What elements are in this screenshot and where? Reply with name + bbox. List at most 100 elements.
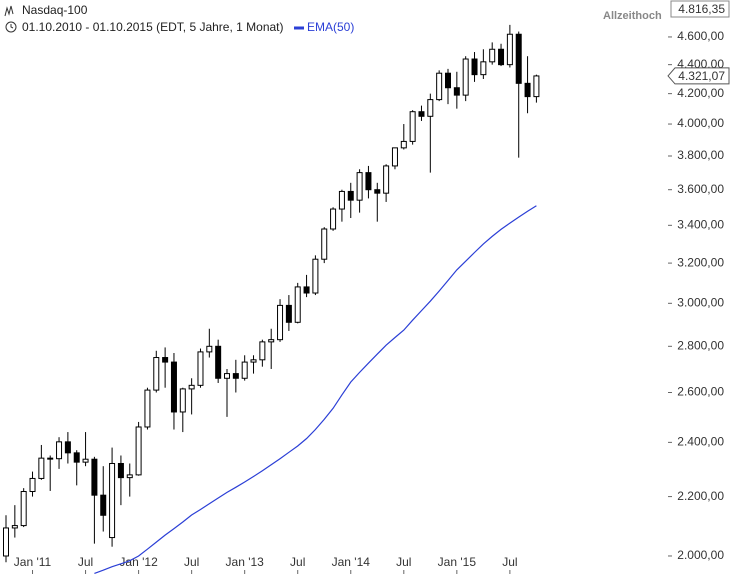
candle-body xyxy=(338,190,345,210)
candle-body xyxy=(29,477,36,493)
candle-body xyxy=(56,441,63,460)
candle-body xyxy=(312,258,319,294)
candle-body xyxy=(64,441,71,454)
candle-body xyxy=(400,140,407,149)
chart-subtitle: 01.10.2010 - 01.10.2015 (EDT, 5 Jahre, 1… xyxy=(22,20,284,34)
candle-body xyxy=(533,75,540,98)
candle-body xyxy=(117,462,124,479)
y-tick-label: 4.400,00 xyxy=(677,57,724,71)
candle-body xyxy=(489,48,496,63)
candle-body xyxy=(515,33,522,84)
y-tick-label: 2.000,00 xyxy=(677,548,724,562)
annotation-text: Allzeithoch xyxy=(603,10,662,22)
candle-body xyxy=(197,351,204,386)
candle-body xyxy=(73,452,80,463)
candle-body xyxy=(480,61,487,76)
candle-body xyxy=(294,286,301,323)
candle-body xyxy=(170,361,177,413)
y-tick-label: 3.600,00 xyxy=(677,182,724,196)
candle-body xyxy=(179,388,186,413)
candle-body xyxy=(126,474,133,479)
candle-body xyxy=(445,72,451,89)
y-tick-label: 3.400,00 xyxy=(677,217,724,231)
x-tick-label: Jul xyxy=(396,555,411,569)
candle-body xyxy=(462,58,469,96)
y-tick-label: 2.200,00 xyxy=(677,489,724,503)
last-price-tag xyxy=(667,67,730,85)
clock-hand xyxy=(10,24,14,29)
candle-body xyxy=(47,457,54,460)
candle-body xyxy=(436,72,443,101)
candle-body xyxy=(250,359,257,363)
candle-body xyxy=(427,99,434,117)
y-tick-label: 4.600,00 xyxy=(677,29,724,43)
candle-body xyxy=(383,165,390,194)
candle-body xyxy=(321,228,328,260)
legend-label: EMA(50) xyxy=(307,20,354,34)
candle-body xyxy=(162,357,169,363)
y-tick-label: 3.800,00 xyxy=(677,148,724,162)
candle-body xyxy=(277,304,284,341)
candle-body xyxy=(524,82,531,98)
candle-body xyxy=(374,189,381,194)
candle-body xyxy=(285,304,292,323)
candle-body xyxy=(259,341,266,361)
candle-body xyxy=(109,462,116,539)
x-tick-label: Jul xyxy=(290,555,305,569)
x-tick-label: Jul xyxy=(502,555,517,569)
candle-body xyxy=(135,426,142,476)
candle-body xyxy=(453,87,460,96)
candle-body xyxy=(82,458,89,463)
y-tick-label: 2.800,00 xyxy=(677,338,724,352)
candle-body xyxy=(409,111,416,142)
y-tick-label: 4.200,00 xyxy=(677,86,724,100)
candle-body xyxy=(206,345,213,353)
candle-body xyxy=(144,389,151,428)
x-tick-label: Jan '11 xyxy=(14,555,52,569)
y-tick-label: 2.400,00 xyxy=(677,435,724,449)
x-tick-label: Jan '14 xyxy=(332,555,371,569)
y-tick-label: 3.200,00 xyxy=(677,255,724,269)
x-tick-label: Jul xyxy=(78,555,93,569)
x-tick-label: Jan '15 xyxy=(438,555,477,569)
x-tick-label: Jan '12 xyxy=(119,555,158,569)
last-price-label: 4.321,07 xyxy=(678,69,725,83)
ema-line xyxy=(94,205,537,574)
candle-body xyxy=(215,345,222,379)
x-tick-label: Jan '13 xyxy=(226,555,265,569)
y-tick-label: 3.000,00 xyxy=(677,295,724,309)
annotation-box xyxy=(670,0,730,18)
candle-body xyxy=(224,373,230,379)
x-tick-label: Jul xyxy=(184,555,199,569)
candle-body xyxy=(365,172,372,191)
candle-body xyxy=(418,111,425,117)
candle-body xyxy=(471,58,478,76)
candle-body xyxy=(20,491,27,527)
candle-body xyxy=(391,147,398,167)
candle-body xyxy=(100,494,107,516)
annotation-value: 4.816,35 xyxy=(678,2,725,16)
clock-icon xyxy=(5,21,17,33)
chart-title: Nasdaq-100 xyxy=(22,3,88,17)
candle-body xyxy=(188,384,195,390)
candle-body xyxy=(347,190,354,201)
candle-body xyxy=(11,525,18,529)
candle-body xyxy=(498,48,505,66)
y-tick-label: 4.000,00 xyxy=(677,116,724,130)
candle-body xyxy=(91,458,98,496)
candle-body xyxy=(153,357,160,391)
candle-body xyxy=(303,286,310,294)
candle-body xyxy=(268,339,275,343)
y-tick-label: 2.600,00 xyxy=(677,385,724,399)
candle-body xyxy=(38,457,45,479)
chart-icon xyxy=(4,5,14,17)
candle-body xyxy=(241,361,248,379)
candle-body xyxy=(232,373,239,379)
candle-body xyxy=(356,172,363,201)
candle-body xyxy=(506,33,513,66)
candle-body xyxy=(330,208,337,230)
candle-body xyxy=(3,527,9,557)
